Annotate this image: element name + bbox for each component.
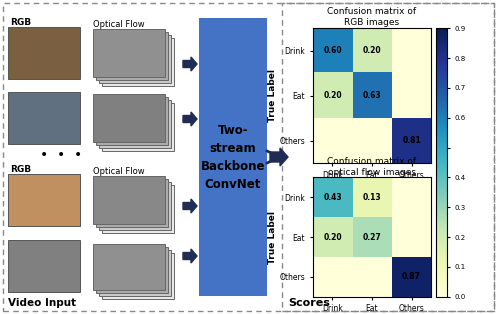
Polygon shape — [183, 57, 197, 71]
Text: Optical Flow: Optical Flow — [93, 20, 144, 29]
Text: 0.43: 0.43 — [323, 193, 342, 202]
Text: 0.87: 0.87 — [402, 272, 421, 281]
Polygon shape — [183, 199, 197, 213]
Bar — [96, 179, 168, 227]
Text: 0.60: 0.60 — [323, 46, 342, 55]
Bar — [102, 38, 174, 86]
Bar — [96, 97, 168, 145]
Bar — [102, 185, 174, 233]
Bar — [99, 35, 171, 83]
Text: RGB: RGB — [10, 18, 31, 27]
X-axis label: Predict Label: Predict Label — [339, 183, 405, 192]
Text: RGB: RGB — [10, 165, 31, 174]
Text: 0.13: 0.13 — [363, 193, 381, 202]
Title: Confusion matrix of
optical flow images: Confusion matrix of optical flow images — [328, 157, 416, 177]
Polygon shape — [183, 112, 197, 126]
Text: Video Input: Video Input — [8, 298, 76, 308]
Polygon shape — [183, 249, 197, 263]
Text: •  •  •: • • • — [40, 148, 82, 162]
Polygon shape — [270, 148, 288, 166]
Bar — [8, 27, 80, 79]
Bar — [99, 182, 171, 230]
Title: Confusion matrix of
RGB images: Confusion matrix of RGB images — [328, 8, 416, 28]
Bar — [93, 94, 165, 142]
Text: 0.20: 0.20 — [323, 91, 342, 100]
Bar — [199, 18, 267, 296]
Bar — [102, 103, 174, 151]
Bar — [99, 250, 171, 296]
Bar — [96, 247, 168, 293]
Text: Optical Flow: Optical Flow — [93, 167, 144, 176]
Text: 0.20: 0.20 — [363, 46, 381, 55]
Bar — [282, 3, 494, 311]
Bar — [96, 32, 168, 80]
Bar — [8, 92, 80, 144]
Bar — [8, 174, 80, 226]
Text: 0.20: 0.20 — [323, 233, 342, 241]
Bar — [99, 100, 171, 148]
Text: Scores: Scores — [288, 298, 330, 308]
Text: 0.63: 0.63 — [363, 91, 381, 100]
Text: 0.27: 0.27 — [363, 233, 381, 241]
Bar — [102, 253, 174, 299]
Bar — [93, 29, 165, 77]
Text: Two-
stream
Backbone
ConvNet: Two- stream Backbone ConvNet — [201, 123, 265, 191]
Text: 0.81: 0.81 — [402, 136, 421, 145]
Bar — [93, 176, 165, 224]
Bar — [93, 244, 165, 290]
Bar — [8, 240, 80, 292]
Y-axis label: True Label: True Label — [267, 211, 276, 263]
Y-axis label: True Label: True Label — [267, 69, 276, 122]
